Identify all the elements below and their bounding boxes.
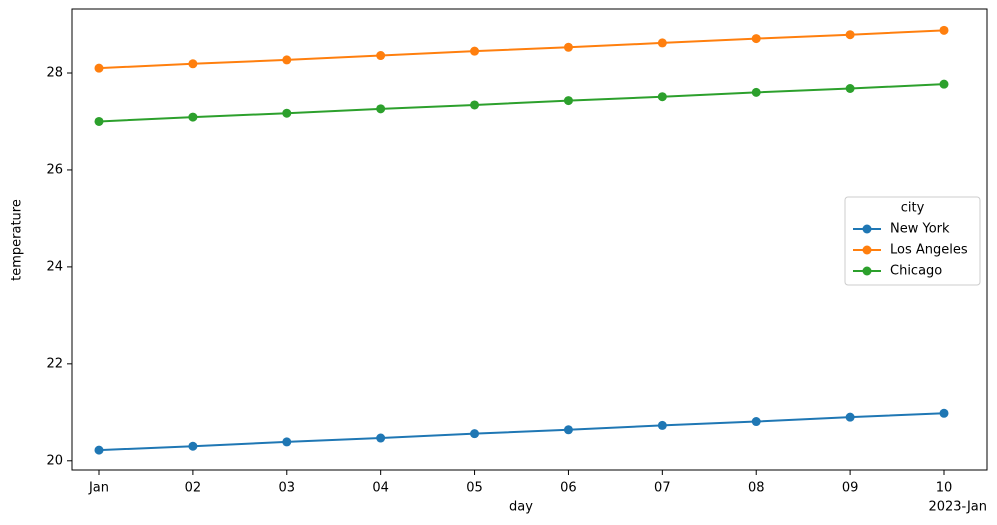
x-tick-label: 10 xyxy=(936,481,953,496)
legend-title: city xyxy=(901,201,925,216)
legend-box xyxy=(844,196,981,286)
y-tick-label: 20 xyxy=(46,453,63,468)
x-tick-label: Jan xyxy=(88,481,109,496)
x-tick-label: 03 xyxy=(279,481,296,496)
y-axis-label: temperature xyxy=(10,199,25,281)
point xyxy=(845,30,855,40)
point xyxy=(657,420,667,430)
point xyxy=(376,51,386,61)
point xyxy=(94,116,104,126)
x-tick-label: 09 xyxy=(842,481,859,496)
point xyxy=(939,408,949,418)
x-tick-label: 02 xyxy=(185,481,202,496)
legend-marker xyxy=(862,224,872,234)
y-tick-label: 22 xyxy=(46,356,63,371)
point xyxy=(563,42,573,52)
legend-label: Chicago xyxy=(890,264,942,279)
point xyxy=(188,59,198,69)
x-tick-label: 04 xyxy=(372,481,389,496)
series-line xyxy=(98,29,945,70)
series-line xyxy=(98,412,945,452)
point xyxy=(94,445,104,455)
point xyxy=(563,96,573,106)
point xyxy=(470,429,480,439)
point xyxy=(376,433,386,443)
point xyxy=(282,55,292,65)
point xyxy=(845,412,855,422)
plot-frame xyxy=(71,8,988,471)
x-tick-label: 06 xyxy=(560,481,577,496)
point xyxy=(845,83,855,93)
point xyxy=(751,87,761,97)
legend-label: Los Angeles xyxy=(890,243,968,258)
point xyxy=(188,441,198,451)
point xyxy=(282,108,292,118)
x-tick-label: 08 xyxy=(748,481,765,496)
point xyxy=(470,100,480,110)
point xyxy=(376,104,386,114)
point xyxy=(751,417,761,427)
x-offset-label: 2023-Jan xyxy=(928,500,987,515)
x-tick-label: 07 xyxy=(654,481,671,496)
point xyxy=(282,437,292,447)
series-line xyxy=(98,83,945,123)
point xyxy=(939,79,949,89)
y-tick-label: 24 xyxy=(46,259,63,274)
point xyxy=(563,425,573,435)
legend-label: New York xyxy=(890,222,950,237)
legend-marker xyxy=(862,266,872,276)
point xyxy=(188,112,198,122)
y-tick-label: 28 xyxy=(46,65,63,80)
point xyxy=(657,92,667,102)
point xyxy=(470,46,480,56)
point xyxy=(751,34,761,44)
x-axis-label: day xyxy=(509,500,533,515)
point xyxy=(657,38,667,48)
point xyxy=(94,63,104,73)
y-tick-label: 26 xyxy=(46,162,63,177)
x-tick-label: 05 xyxy=(466,481,483,496)
point xyxy=(939,25,949,35)
legend-marker xyxy=(862,245,872,255)
